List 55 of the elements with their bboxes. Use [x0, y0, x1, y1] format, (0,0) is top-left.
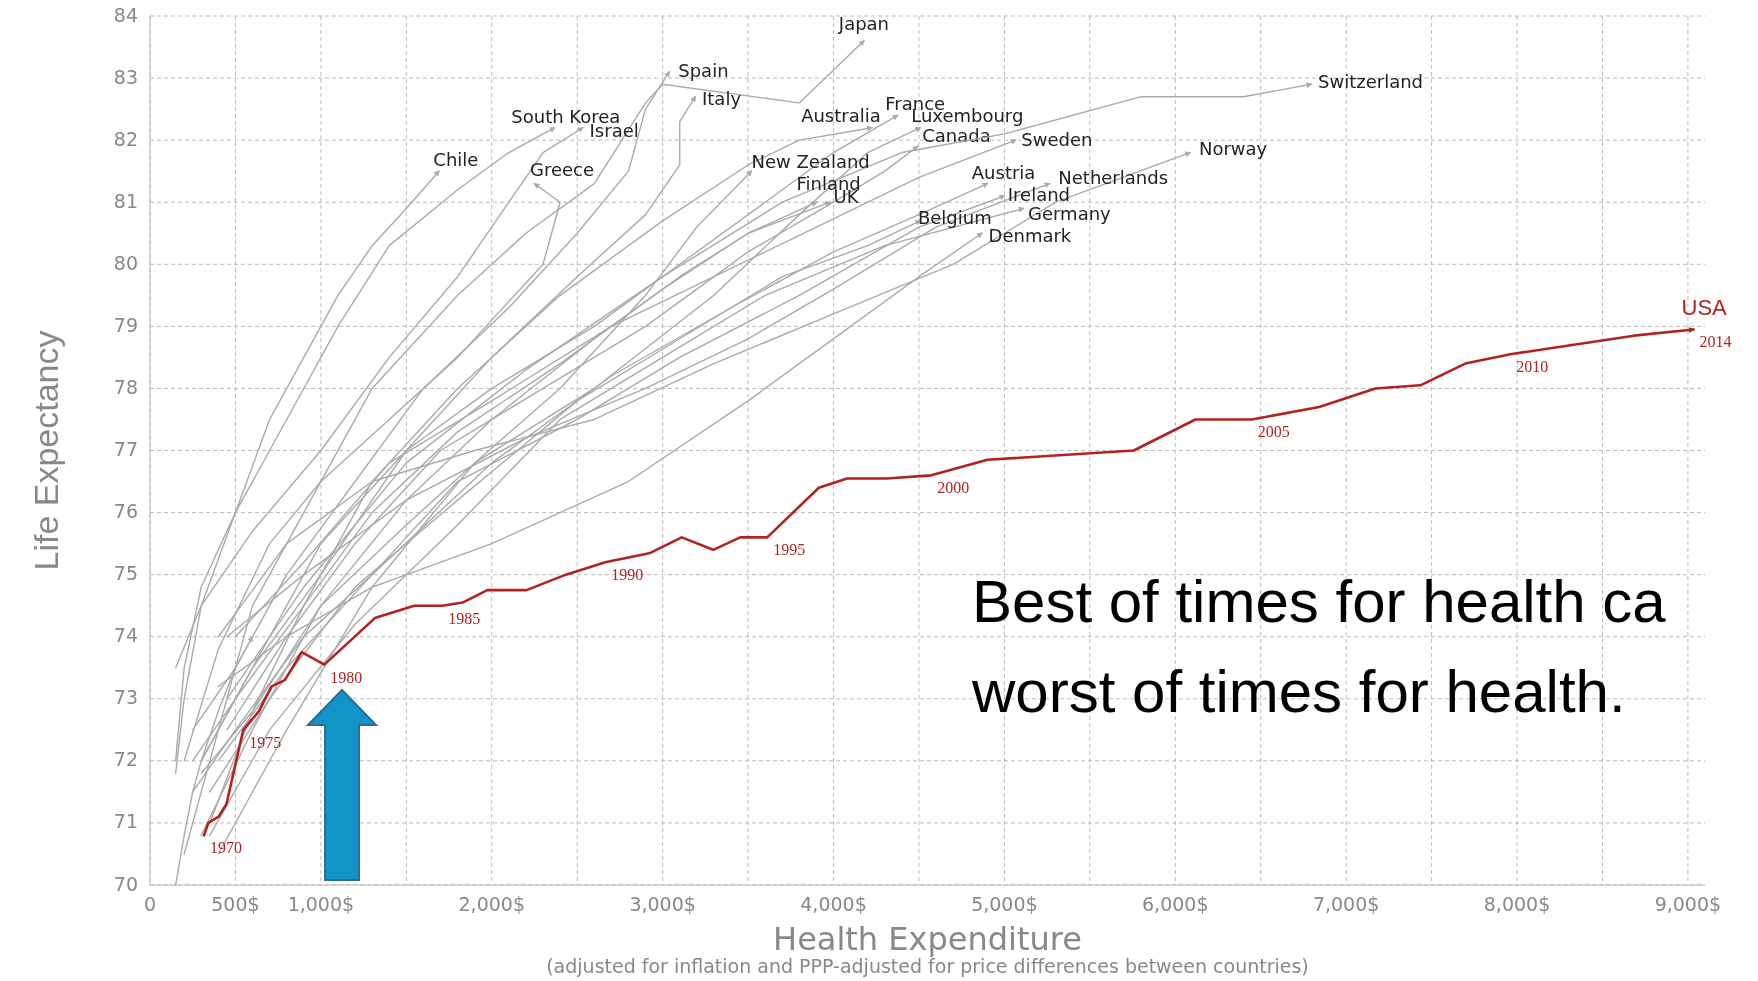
annotation: 2005 — [1257, 423, 1290, 441]
x-tick-label: 8,000$ — [1483, 893, 1551, 915]
annotation: 1975 — [249, 733, 282, 751]
y-tick-label: 70 — [113, 872, 138, 895]
series-label: Spain — [678, 59, 729, 81]
y-axis-title: Life Expectancy — [27, 330, 65, 571]
series-label: Germany — [1028, 203, 1112, 225]
series-label: Switzerland — [1318, 71, 1424, 93]
y-tick-label: 83 — [113, 65, 138, 88]
annotation: 1990 — [611, 566, 644, 584]
series-label: Ireland — [1007, 184, 1071, 206]
annotation: Best of times for health ca — [972, 568, 1667, 635]
y-tick-label: 76 — [113, 500, 138, 523]
x-tick-label: 0 — [143, 893, 157, 915]
x-axis-title: Health Expenditure — [773, 920, 1082, 958]
x-tick-label: 1,000$ — [287, 893, 355, 915]
y-tick-label: 80 — [113, 251, 138, 274]
series-label: Chile — [433, 149, 479, 171]
annotation: 2014 — [1699, 333, 1732, 351]
series-label: New Zealand — [751, 151, 870, 173]
y-tick-label: 74 — [113, 624, 138, 647]
x-tick-label: 6,000$ — [1142, 893, 1209, 915]
x-tick-label: 5,000$ — [971, 893, 1038, 915]
x-tick-label: 2,000$ — [458, 893, 525, 915]
x-tick-label: 7,000$ — [1312, 893, 1380, 915]
series-label: USA — [1681, 295, 1728, 321]
y-tick-label: 73 — [113, 686, 138, 709]
y-tick-label: 81 — [113, 189, 138, 212]
annotation: 1980 — [330, 668, 363, 686]
series-label: Italy — [702, 88, 742, 110]
y-tick-label: 75 — [113, 562, 138, 585]
annotation: 1985 — [448, 609, 481, 627]
series-label: Canada — [922, 125, 991, 147]
annotation: 2000 — [937, 479, 970, 497]
annotation: 1995 — [773, 541, 806, 559]
annotation: worst of times for health. — [971, 658, 1626, 725]
series-label: Austria — [971, 161, 1036, 183]
x-tick-label: 3,000$ — [629, 893, 696, 915]
x-tick-label: 500$ — [211, 893, 260, 915]
y-tick-label: 82 — [113, 127, 138, 150]
y-tick-label: 77 — [113, 438, 138, 460]
series-label: Australia — [801, 104, 881, 126]
y-tick-label: 72 — [113, 748, 138, 771]
series-label: Norway — [1198, 138, 1268, 160]
series-label: Greece — [530, 159, 595, 181]
y-tick-label: 71 — [113, 810, 138, 833]
y-tick-label: 79 — [113, 313, 138, 336]
x-tick-label: 9,000$ — [1654, 893, 1722, 915]
annotation: 2010 — [1516, 358, 1549, 376]
series-label: Sweden — [1021, 129, 1093, 151]
x-tick-label: 4,000$ — [800, 893, 867, 915]
annotation: 1970 — [210, 839, 242, 857]
series-label: Japan — [837, 13, 890, 35]
y-tick-label: 84 — [113, 3, 138, 26]
y-tick-label: 78 — [113, 375, 138, 398]
